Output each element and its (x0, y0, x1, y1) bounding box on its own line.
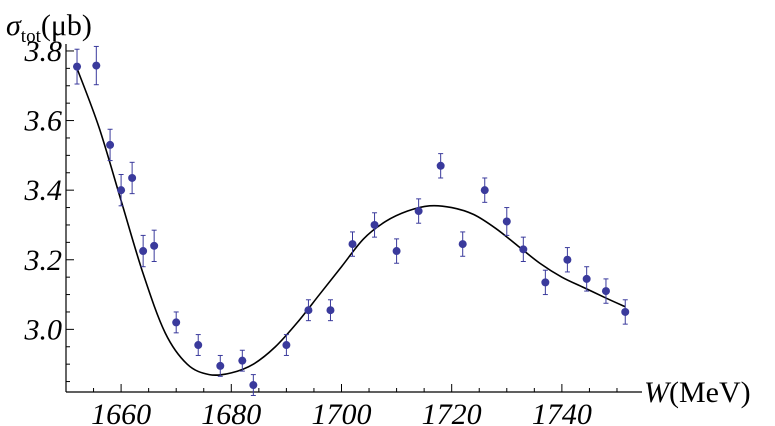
data-marker (480, 186, 489, 195)
data-point (458, 231, 467, 257)
y-axis-unit: (μb) (41, 9, 92, 42)
x-axis-symbol: W (644, 376, 672, 409)
data-point (436, 153, 445, 179)
data-point (392, 238, 401, 264)
data-marker (216, 361, 225, 370)
data-marker (621, 307, 630, 316)
data-point (249, 374, 258, 396)
data-point (541, 269, 550, 296)
x-tick-label: 1660 (91, 398, 151, 426)
x-ticks: 1660 1680 1700 1720 1740 (91, 384, 618, 426)
data-marker (563, 255, 572, 264)
data-point (238, 349, 247, 372)
data-point (194, 334, 203, 356)
x-tick-label: 1680 (201, 398, 261, 426)
data-marker (502, 217, 511, 226)
y-tick-label: 3.8 (24, 35, 63, 68)
data-marker (414, 207, 423, 216)
data-point (216, 354, 225, 377)
data-point (370, 212, 379, 238)
data-marker (249, 381, 258, 390)
data-marker (92, 61, 101, 70)
data-marker (194, 341, 203, 350)
y-axis-title: σtot(μb) (6, 9, 92, 47)
data-marker (238, 356, 247, 365)
x-axis-unit: (MeV) (669, 376, 751, 409)
data-marker (128, 173, 137, 182)
data-marker (326, 306, 335, 315)
y-tick-label: 3.4 (24, 174, 63, 207)
x-tick-label: 1720 (422, 398, 482, 426)
data-point (621, 299, 630, 325)
x-tick-label: 1740 (532, 398, 592, 426)
data-point (601, 278, 610, 304)
data-point (106, 128, 115, 162)
data-marker (541, 278, 550, 287)
data-marker (106, 140, 115, 149)
data-points (73, 45, 630, 396)
data-marker (436, 161, 445, 170)
data-marker (392, 247, 401, 256)
data-marker (582, 274, 591, 283)
data-point (326, 299, 335, 322)
data-point (282, 334, 291, 356)
x-axis-title: W(MeV) (644, 376, 751, 409)
y-ticks: 3.0 3.2 3.4 3.6 3.8 (24, 35, 74, 383)
y-tick-label: 3.2 (24, 244, 63, 277)
data-marker (304, 306, 313, 315)
data-marker (519, 245, 528, 254)
data-point (582, 266, 591, 292)
data-point (480, 177, 489, 203)
data-point (92, 45, 101, 86)
y-tick-label: 3.0 (24, 313, 63, 346)
data-point (304, 299, 313, 322)
data-marker (172, 318, 181, 327)
data-point (563, 247, 572, 273)
data-marker (348, 240, 357, 249)
data-point (128, 161, 137, 195)
data-point (73, 48, 82, 85)
data-point (348, 231, 357, 257)
x-tick-label: 1700 (311, 398, 371, 426)
data-point (117, 174, 126, 207)
data-marker (73, 62, 82, 71)
data-marker (150, 241, 159, 250)
data-marker (370, 220, 379, 229)
data-marker (458, 240, 467, 249)
data-point (139, 234, 148, 268)
data-point (519, 236, 528, 262)
data-marker (139, 247, 148, 256)
data-marker (282, 341, 291, 350)
data-point (172, 311, 181, 334)
data-point (414, 198, 423, 224)
y-tick-label: 3.6 (24, 105, 63, 138)
data-marker (117, 186, 126, 195)
fit-curve (76, 68, 626, 376)
y-axis-subscript: tot (21, 26, 42, 47)
data-marker (601, 287, 610, 296)
data-point (502, 207, 511, 236)
y-axis-symbol: σ (6, 9, 22, 42)
data-point (150, 229, 159, 262)
